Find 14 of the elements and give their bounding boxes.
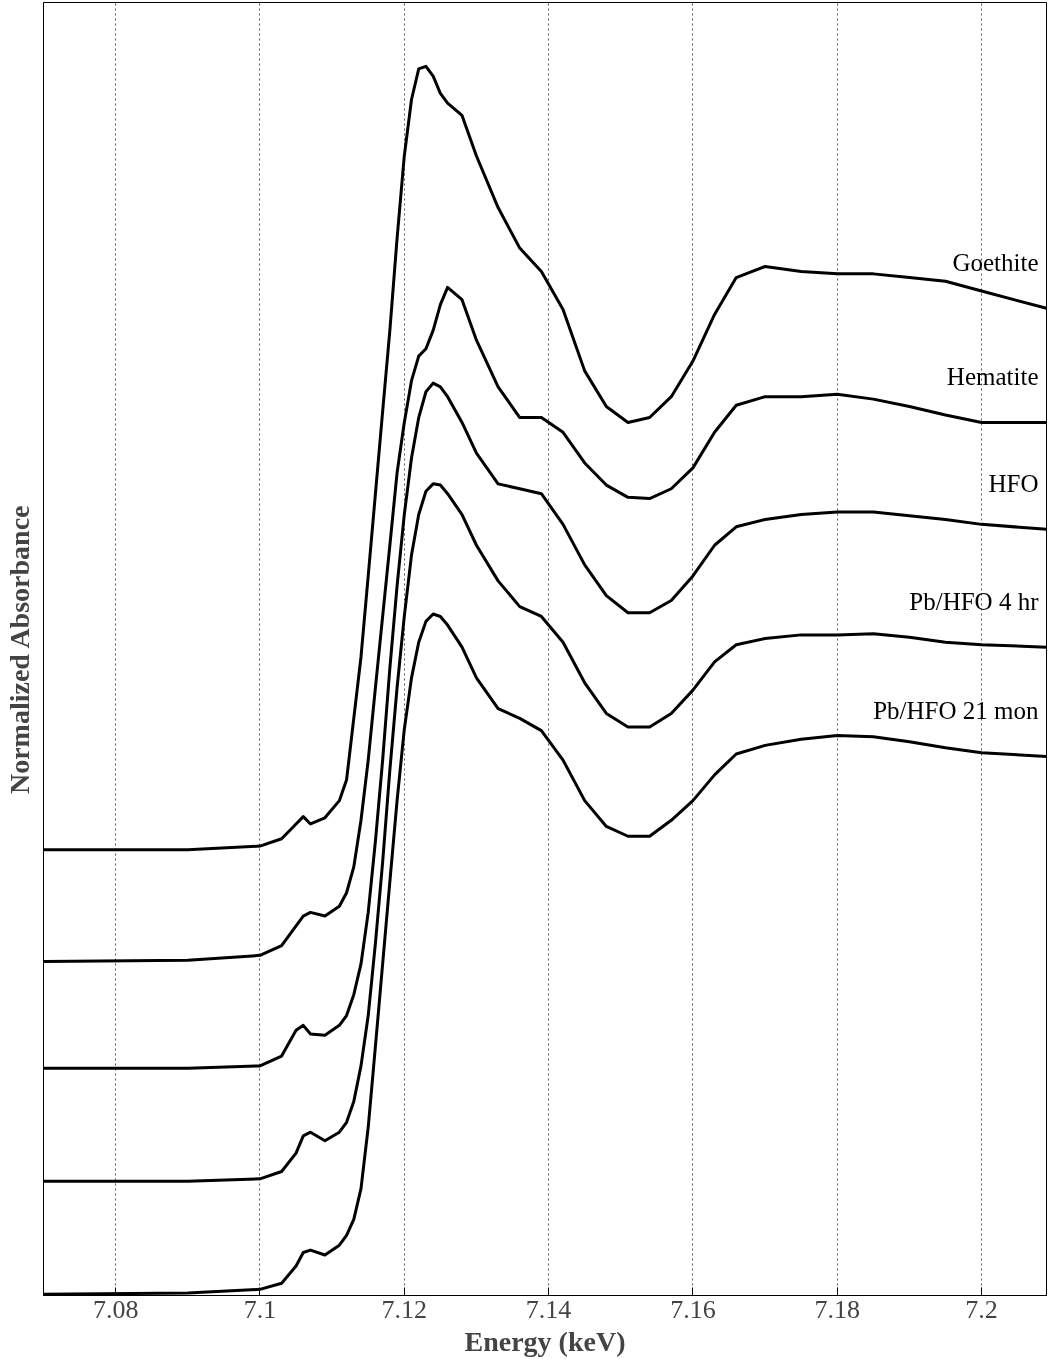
x-axis-title: Energy (keV)	[464, 1325, 626, 1357]
x-tick-label: 7.18	[814, 1294, 860, 1324]
y-axis-title: Normalized Absorbance	[3, 505, 35, 795]
x-tick-label: 7.16	[670, 1294, 716, 1324]
series-label: Pb/HFO 4 hr	[909, 588, 1040, 616]
x-tick-label: 7.14	[525, 1294, 572, 1324]
series-label: Goethite	[952, 249, 1039, 277]
series-label: Pb/HFO 21 mon	[873, 697, 1039, 725]
x-tick-label: 7.08	[92, 1294, 139, 1324]
series-label: Hematite	[946, 363, 1039, 391]
x-tick-label: 7.12	[381, 1294, 428, 1324]
x-tick-label: 7.2	[965, 1294, 998, 1324]
series-label: HFO	[988, 470, 1039, 498]
x-tick-label: 7.1	[243, 1294, 277, 1324]
